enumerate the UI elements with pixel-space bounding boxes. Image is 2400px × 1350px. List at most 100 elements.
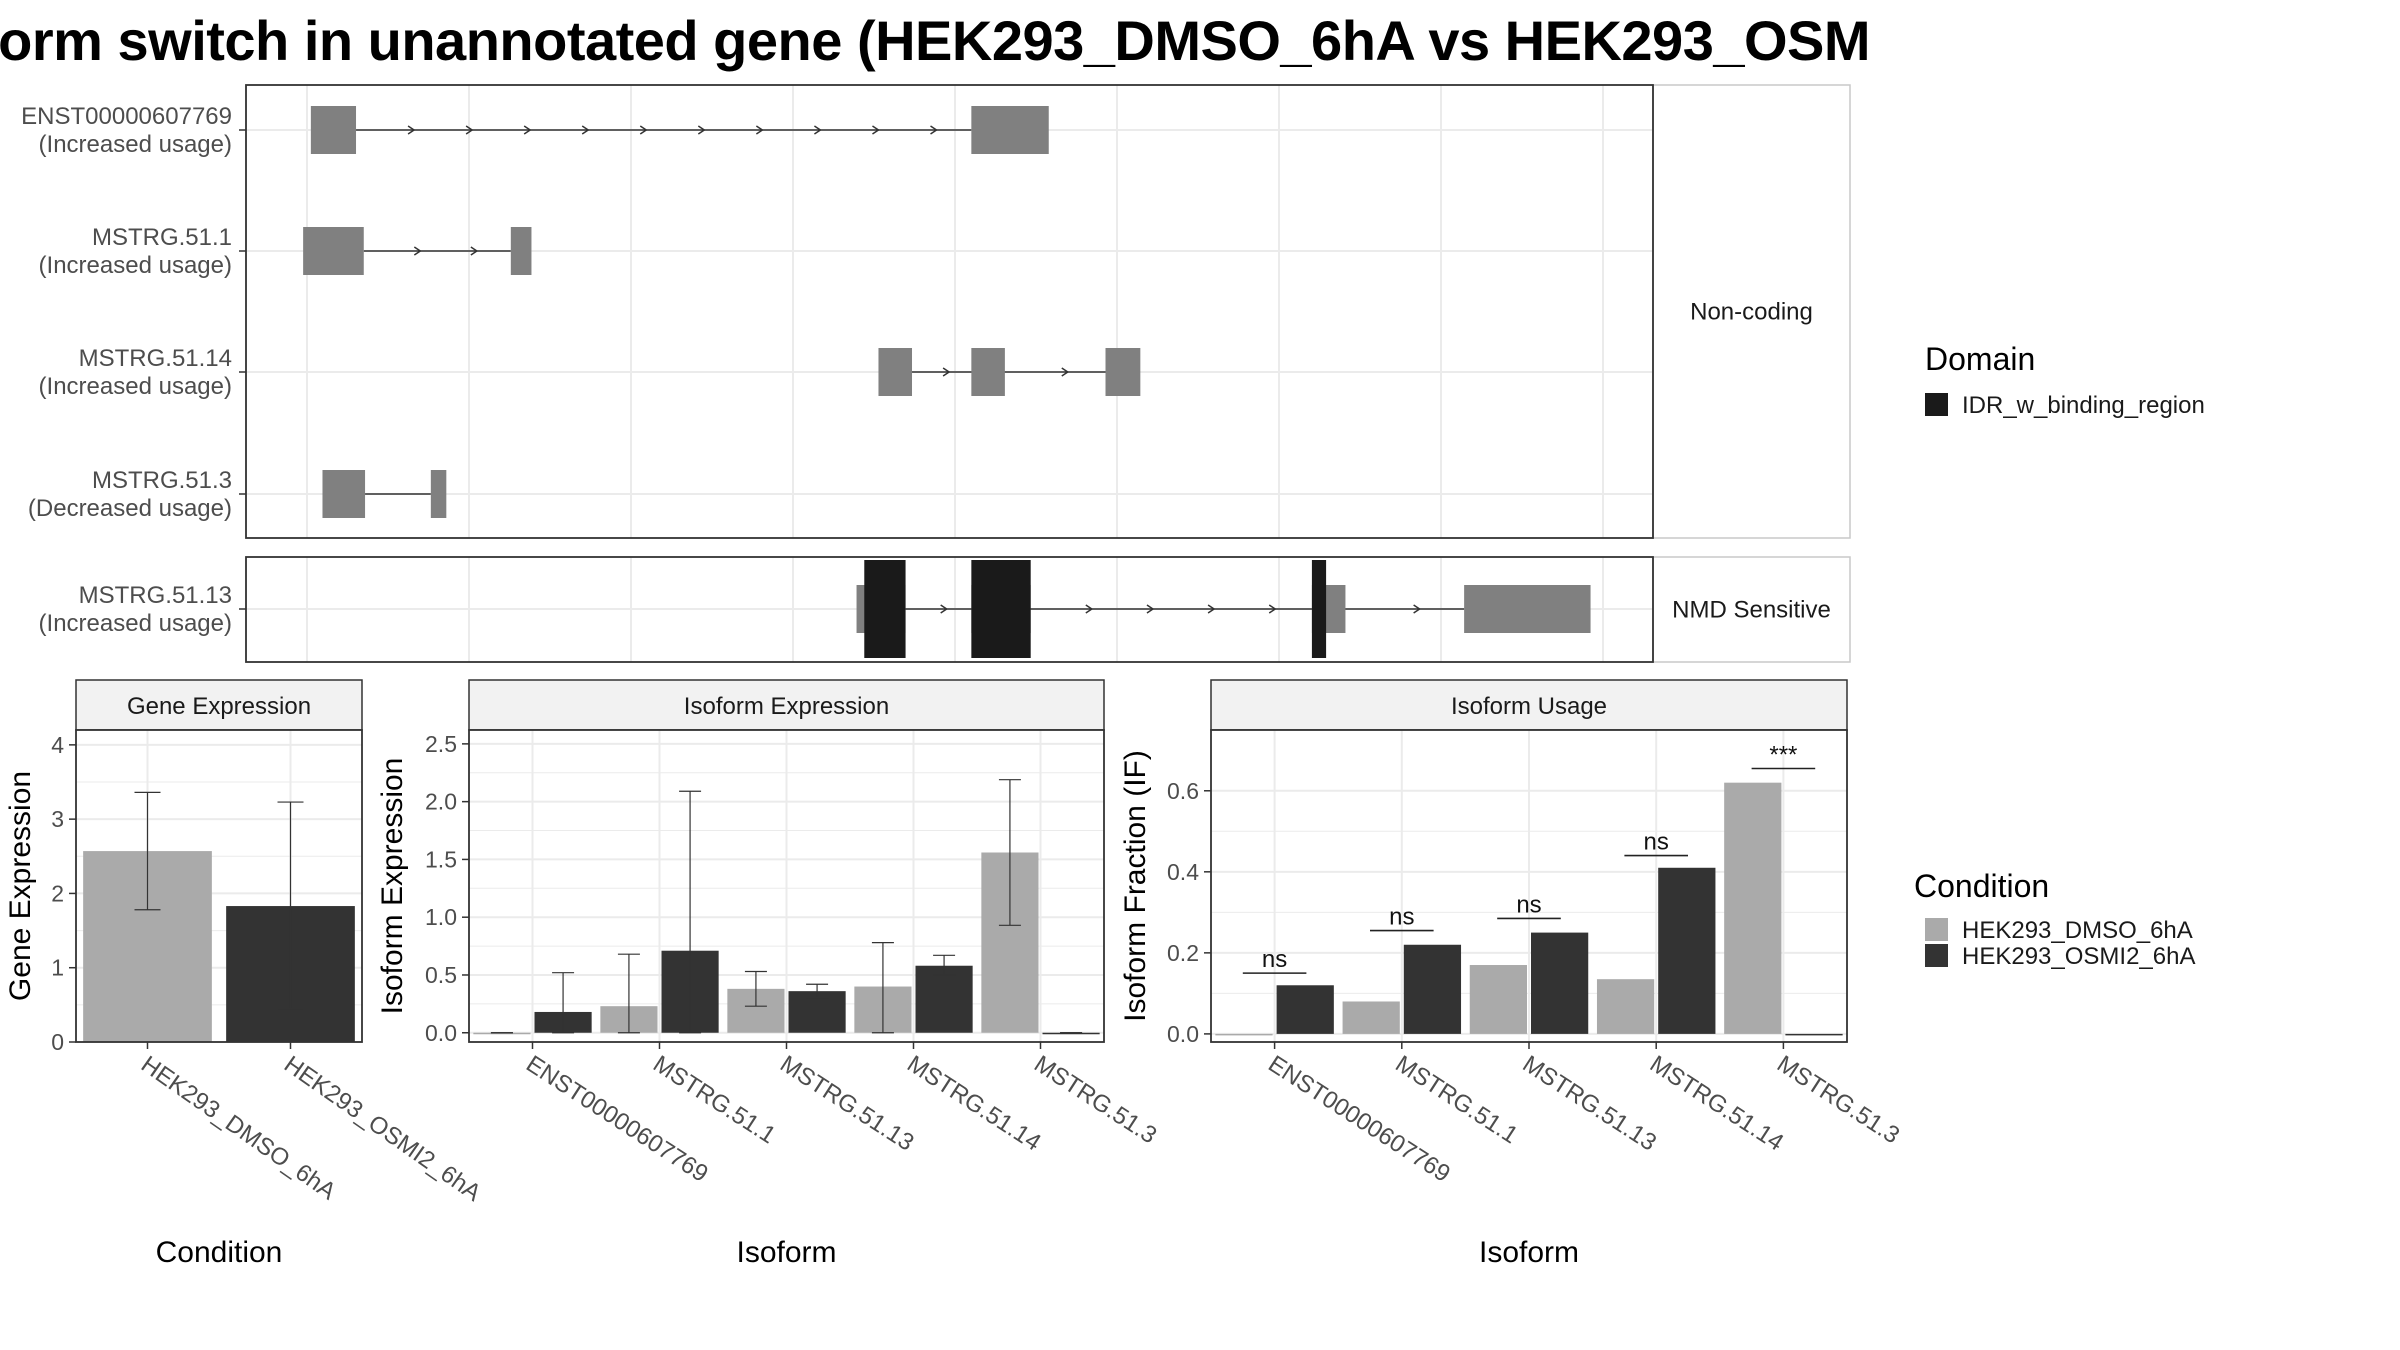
facet-strip (1652, 84, 1851, 539)
x-tick-label: MSTRG.51.13 (1518, 1050, 1661, 1156)
transcript-usage-label: (Increased usage) (39, 252, 232, 279)
direction-arrow (470, 246, 479, 256)
direction-arrow (639, 125, 648, 135)
direction-arrow (697, 125, 706, 135)
domain-legend: Domain IDR_w_binding_region (1925, 341, 2205, 419)
exon-block (310, 106, 357, 154)
y-tick-label: 4 (51, 732, 64, 758)
significance-label: ns (1516, 891, 1541, 918)
direction-arrow (872, 125, 880, 135)
y-tick-label: 2 (51, 880, 64, 906)
x-tick-label: MSTRG.51.3 (1772, 1050, 1904, 1149)
exon-block (971, 348, 1005, 396)
x-tick-label: MSTRG.51.14 (902, 1050, 1045, 1156)
domain-block (864, 560, 906, 658)
panel-strip (1210, 679, 1848, 731)
y-tick-label: 0.0 (1167, 1021, 1199, 1047)
y-axis-label: Isoform Fraction (IF) (1119, 750, 1152, 1022)
panel-title: Isoform Usage (1451, 693, 1607, 720)
transcript-name-label: MSTRG.51.1 (92, 224, 232, 251)
transcript-facet-nmd: NMD Sensitive MSTRG.51.13(Increased usage… (39, 556, 1851, 663)
significance-label: ns (1262, 946, 1287, 973)
transcript-track: MSTRG.51.14(Increased usage) (39, 345, 1141, 400)
bar (1531, 932, 1589, 1034)
panel-background (246, 85, 1653, 538)
y-axis-label: Isoform Expression (376, 758, 409, 1015)
transcript-track: MSTRG.51.3(Decreased usage) (28, 467, 447, 522)
y-tick-label: 1.0 (425, 904, 457, 930)
condition-legend-swatch (1925, 918, 1948, 941)
domain-legend-label: IDR_w_binding_region (1962, 392, 2205, 419)
y-tick-label: 3 (51, 806, 64, 832)
exon-block (322, 470, 366, 518)
transcript-track: ENST00000607769(Increased usage) (21, 103, 1049, 158)
bar (1724, 782, 1782, 1034)
significance-label: ns (1389, 904, 1414, 931)
bar (1403, 944, 1462, 1034)
x-tick-label: MSTRG.51.1 (1391, 1050, 1523, 1149)
facet-strip-label: NMD Sensitive (1672, 597, 1831, 624)
significance-label: *** (1769, 741, 1797, 768)
bar (1342, 1001, 1400, 1034)
transcript-usage-label: (Decreased usage) (28, 495, 232, 522)
y-tick-label: 0.2 (1167, 940, 1199, 966)
transcript-name-label: ENST00000607769 (21, 103, 232, 130)
y-tick-label: 0.0 (425, 1020, 457, 1046)
panel-border (245, 84, 1654, 539)
direction-arrow (755, 125, 764, 135)
y-axis-label: Gene Expression (4, 771, 37, 1001)
direction-arrow (465, 125, 474, 135)
facet-strip-label: Non-coding (1690, 299, 1813, 326)
y-tick-label: 2.0 (425, 789, 457, 815)
panel-title: Isoform Expression (684, 693, 889, 720)
direction-arrow (1413, 604, 1421, 614)
x-axis-label: Condition (156, 1236, 283, 1269)
condition-legend-label: HEK293_DMSO_6hA (1962, 917, 2193, 944)
direction-arrow (930, 125, 938, 135)
transcript-usage-label: (Increased usage) (39, 373, 232, 400)
direction-arrow (942, 367, 951, 377)
panel-strip (468, 679, 1105, 731)
condition-legend-title: Condition (1914, 868, 2049, 904)
direction-arrow (523, 125, 532, 135)
figure-title: form switch in unannotated gene (HEK293_… (0, 9, 1871, 72)
condition-legend-label: HEK293_OSMI2_6hA (1962, 943, 2195, 970)
bar (1596, 979, 1655, 1034)
y-tick-label: 1 (51, 955, 64, 981)
x-tick-label: MSTRG.51.1 (648, 1050, 780, 1149)
transcript-name-label: MSTRG.51.3 (92, 467, 232, 494)
transcript-track: MSTRG.51.13(Increased usage) (39, 560, 1591, 658)
domain-legend-title: Domain (1925, 341, 2035, 377)
direction-arrow (1268, 604, 1277, 614)
exon-block (430, 470, 447, 518)
direction-arrow (1146, 604, 1155, 614)
exon-block (510, 227, 532, 275)
x-tick-label: MSTRG.51.13 (775, 1050, 918, 1156)
bar-panel-isoform-expression: Isoform Expression0.00.51.01.52.02.5ENST… (376, 679, 1161, 1269)
direction-arrow (1207, 604, 1216, 614)
direction-arrow (814, 125, 822, 135)
y-tick-label: 0.4 (1167, 859, 1199, 885)
direction-arrow (581, 125, 590, 135)
transcript-track: MSTRG.51.1(Increased usage) (39, 224, 532, 279)
x-tick-label: MSTRG.51.14 (1645, 1050, 1788, 1156)
y-tick-label: 1.5 (425, 846, 457, 872)
x-axis-label: Isoform (736, 1236, 836, 1269)
bar (1042, 1032, 1100, 1035)
condition-legend-swatch (1925, 944, 1948, 967)
direction-arrow (413, 246, 422, 256)
y-tick-label: 2.5 (425, 731, 457, 757)
domain-legend-swatch (1925, 393, 1948, 416)
y-tick-label: 0 (51, 1029, 64, 1055)
bar (1469, 965, 1527, 1034)
bar-panel-gene-expression: Gene Expression01234HEK293_DMSO_6hAHEK29… (4, 679, 486, 1269)
plot-border (75, 729, 363, 1043)
domain-block (1311, 560, 1327, 658)
panel-title: Gene Expression (127, 693, 311, 720)
direction-arrow (407, 125, 416, 135)
direction-arrow (1085, 604, 1094, 614)
